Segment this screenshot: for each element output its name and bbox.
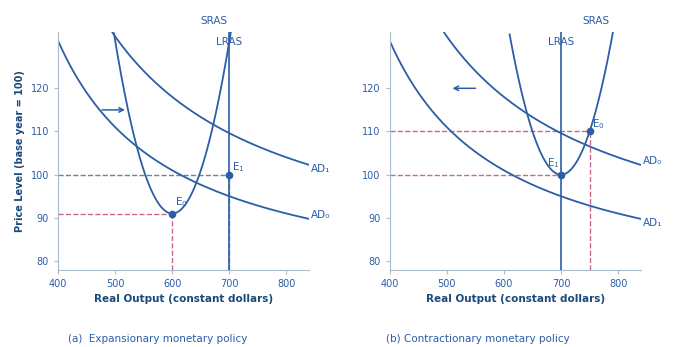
X-axis label: Real Output (constant dollars): Real Output (constant dollars) [94, 294, 274, 304]
Text: (a)  Expansionary monetary policy: (a) Expansionary monetary policy [68, 333, 247, 344]
Text: SRAS: SRAS [201, 16, 228, 26]
Text: AD₁: AD₁ [311, 164, 330, 174]
Text: E$_1$: E$_1$ [232, 160, 245, 174]
Text: E$_0$: E$_0$ [592, 117, 605, 131]
Text: LRAS: LRAS [216, 36, 242, 46]
Text: AD₀: AD₀ [311, 210, 330, 220]
Text: E$_0$: E$_0$ [175, 195, 188, 209]
Text: AD₀: AD₀ [642, 156, 662, 166]
Text: E$_1$: E$_1$ [547, 156, 559, 170]
X-axis label: Real Output (constant dollars): Real Output (constant dollars) [426, 294, 605, 304]
Text: LRAS: LRAS [548, 36, 574, 46]
Text: (b) Contractionary monetary policy: (b) Contractionary monetary policy [386, 333, 569, 344]
Y-axis label: Price Level (base year = 100): Price Level (base year = 100) [15, 70, 25, 232]
Text: SRAS: SRAS [583, 16, 610, 26]
Text: AD₁: AD₁ [642, 218, 662, 228]
